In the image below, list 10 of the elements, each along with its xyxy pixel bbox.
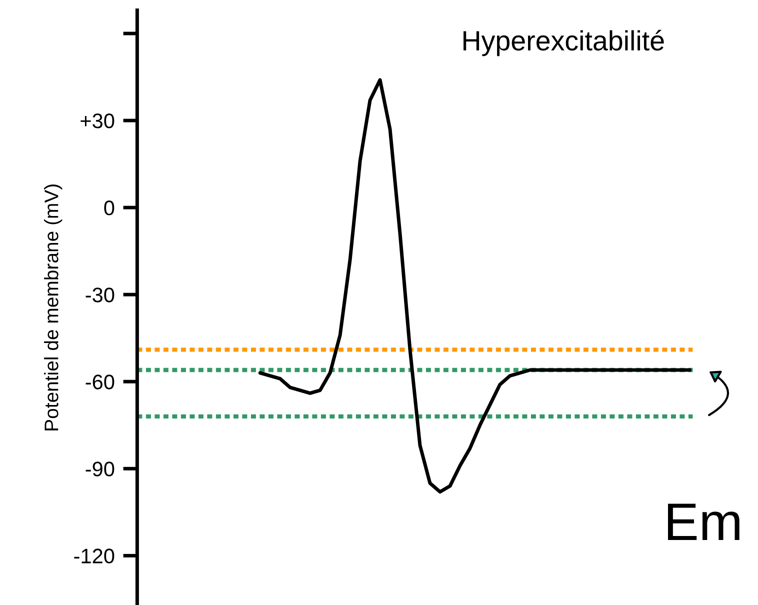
- y-tick-label: -120: [74, 548, 114, 564]
- y-axis-title: Potentiel de membrane (mV): [44, 184, 62, 430]
- line-series: [258, 78, 692, 494]
- y-tick-label: -90: [86, 462, 114, 476]
- y-tick-label: 0: [104, 200, 114, 216]
- text: Hyperexcitabilité: [464, 30, 664, 56]
- y-tick-label: +30: [80, 114, 114, 128]
- y-tick-label: -30: [86, 288, 114, 302]
- y-tick-label: -60: [86, 374, 114, 390]
- annotation: Em: [668, 504, 740, 540]
